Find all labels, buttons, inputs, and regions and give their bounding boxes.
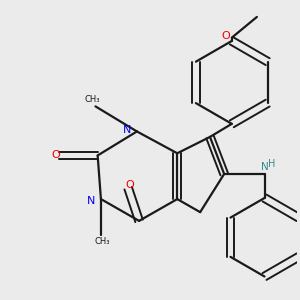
Text: O: O bbox=[125, 180, 134, 190]
Text: O: O bbox=[221, 32, 230, 41]
Text: CH₃: CH₃ bbox=[85, 95, 100, 104]
Text: O: O bbox=[51, 150, 60, 160]
Text: H: H bbox=[268, 158, 275, 169]
Text: N: N bbox=[123, 125, 131, 135]
Text: N: N bbox=[87, 196, 95, 206]
Text: CH₃: CH₃ bbox=[95, 237, 110, 246]
Text: N: N bbox=[261, 162, 268, 172]
